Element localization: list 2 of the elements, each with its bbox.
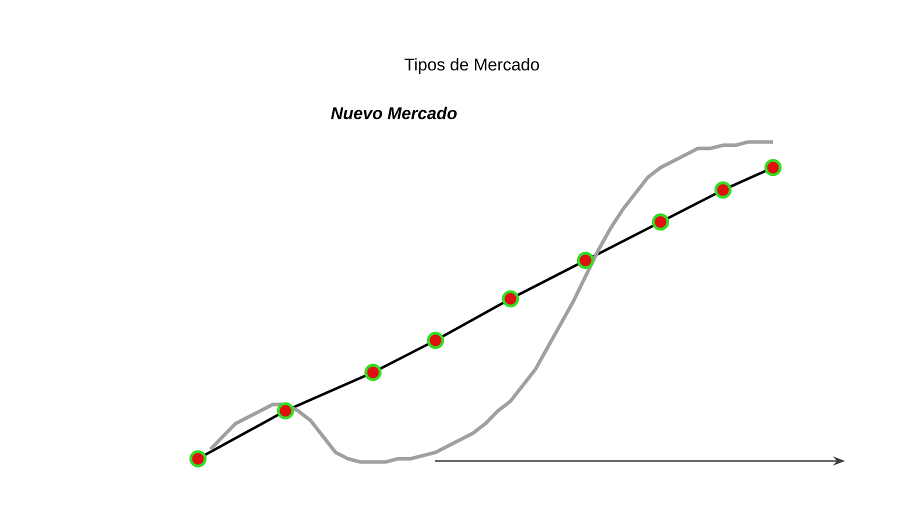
chart-title: Tipos de Mercado [404, 58, 539, 74]
chart-subtitle: Nuevo Mercado [331, 106, 457, 120]
